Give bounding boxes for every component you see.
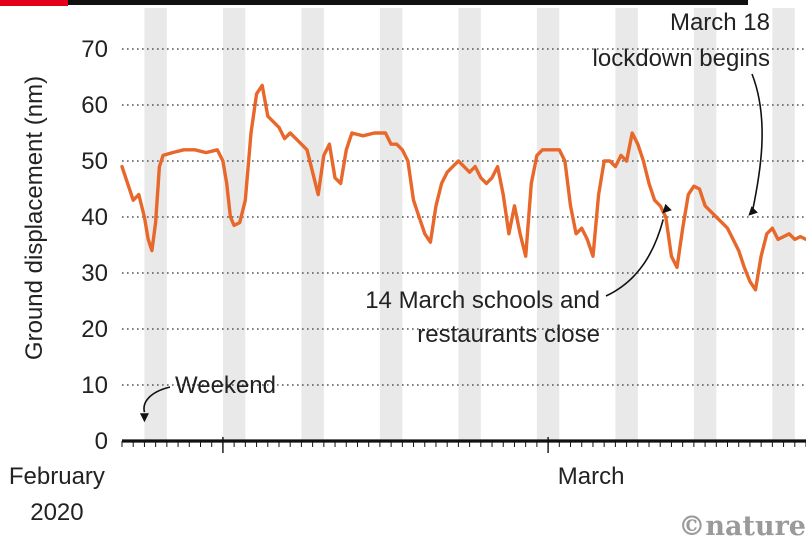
weekend-band bbox=[693, 8, 717, 441]
annotation-text: Weekend bbox=[175, 372, 276, 399]
annotation-arrowhead bbox=[139, 413, 149, 423]
y-tick-label: 20 bbox=[81, 316, 108, 343]
weekend-band bbox=[379, 8, 403, 441]
y-tick-label: 50 bbox=[81, 148, 108, 175]
displacement-line bbox=[120, 83, 806, 292]
y-tick-label: 10 bbox=[81, 372, 108, 399]
y-axis-title: Ground displacement (nm) bbox=[21, 76, 48, 360]
nature-credit: ©nature bbox=[678, 511, 806, 542]
annotation-leader bbox=[605, 219, 665, 297]
x-tick-label: February bbox=[9, 463, 105, 490]
annotation-arrowhead bbox=[748, 206, 758, 216]
x-tick-label: March bbox=[558, 463, 625, 490]
gridlines bbox=[122, 48, 806, 386]
annotation-leader bbox=[143, 386, 171, 413]
y-tick-label: 70 bbox=[81, 36, 108, 63]
annotations: March 18 lockdown begins 14 March schools … bbox=[139, 9, 770, 423]
y-tick-label: 30 bbox=[81, 260, 108, 287]
annotation-text: lockdown begins bbox=[593, 45, 770, 72]
y-tick-label: 0 bbox=[95, 428, 108, 455]
y-tick-labels: 0 10 20 30 40 50 60 70 bbox=[81, 36, 108, 455]
annotation-text: 14 March schools and bbox=[365, 287, 600, 314]
x-tick-labels: February 2020 March bbox=[9, 463, 625, 526]
y-tick-label: 60 bbox=[81, 92, 108, 119]
weekend-band bbox=[772, 8, 795, 441]
annotation-text: March 18 bbox=[670, 9, 770, 36]
weekend-band bbox=[458, 8, 481, 441]
x-axis bbox=[121, 437, 806, 453]
annotation-text: restaurants close bbox=[417, 321, 600, 348]
x-tick-label-year: 2020 bbox=[30, 499, 83, 526]
top-rule bbox=[68, 0, 748, 5]
weekend-bands bbox=[144, 8, 795, 441]
top-accent-bar bbox=[0, 0, 68, 6]
annotation-arrowhead bbox=[662, 203, 672, 214]
weekend-band bbox=[301, 8, 324, 441]
weekend-band bbox=[615, 8, 638, 441]
annotation-leader bbox=[751, 73, 763, 212]
weekend-band bbox=[536, 8, 560, 441]
y-tick-label: 40 bbox=[81, 204, 108, 231]
